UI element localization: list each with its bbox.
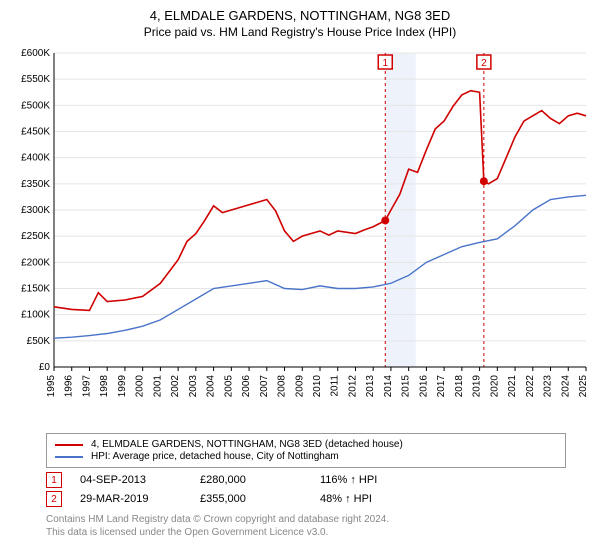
svg-text:2001: 2001 [152,375,163,398]
svg-text:£250K: £250K [21,231,50,242]
chart-title: 4, ELMDALE GARDENS, NOTTINGHAM, NG8 3ED [8,8,592,23]
svg-text:2016: 2016 [418,375,429,398]
svg-text:2011: 2011 [330,375,341,397]
legend-label: HPI: Average price, detached house, City… [91,451,339,462]
svg-text:1995: 1995 [46,375,57,398]
legend-swatch-hpi [55,456,83,458]
marker-pct: 116% ↑ HPI [320,474,440,486]
marker-date: 04-SEP-2013 [80,474,200,486]
marker-date: 29-MAR-2019 [80,493,200,505]
svg-text:£450K: £450K [21,127,50,138]
svg-text:2010: 2010 [312,375,323,398]
svg-text:2014: 2014 [383,375,394,398]
svg-text:£0: £0 [39,362,51,373]
svg-text:£50K: £50K [27,336,51,347]
svg-text:£350K: £350K [21,179,50,190]
svg-text:2023: 2023 [543,375,554,398]
legend-swatch-property [55,444,83,446]
marker-row: 2 29-MAR-2019 £355,000 48% ↑ HPI [46,491,566,507]
chart-area: £0 £50K £100K £150K £200K £250K £300K £350K £400… [8,47,592,427]
svg-text:£500K: £500K [21,100,50,111]
svg-text:£200K: £200K [21,257,50,268]
svg-text:2005: 2005 [223,375,234,398]
svg-text:2018: 2018 [454,375,465,398]
svg-text:£150K: £150K [21,284,50,295]
footer-line: Contains HM Land Registry data © Crown c… [46,513,592,526]
footer-line: This data is licensed under the Open Gov… [46,526,592,539]
chart-subtitle: Price paid vs. HM Land Registry's House … [8,25,592,39]
svg-text:2019: 2019 [472,375,483,398]
svg-text:£300K: £300K [21,205,50,216]
svg-text:2022: 2022 [525,375,536,398]
svg-text:2006: 2006 [241,375,252,398]
svg-text:2017: 2017 [436,375,447,398]
svg-text:1996: 1996 [64,375,75,398]
svg-text:1999: 1999 [117,375,128,398]
svg-text:£600K: £600K [21,48,50,59]
legend-item-hpi: HPI: Average price, detached house, City… [55,451,557,462]
svg-text:2000: 2000 [135,375,146,398]
marker-row: 1 04-SEP-2013 £280,000 116% ↑ HPI [46,472,566,488]
svg-text:2004: 2004 [206,375,217,398]
marker-pct: 48% ↑ HPI [320,493,440,505]
marker-price: £355,000 [200,493,320,505]
marker-badge-icon: 2 [46,491,62,507]
svg-text:2: 2 [481,58,487,69]
legend-label: 4, ELMDALE GARDENS, NOTTINGHAM, NG8 3ED … [91,439,403,450]
svg-text:2009: 2009 [294,375,305,398]
footer-note: Contains HM Land Registry data © Crown c… [46,513,592,539]
svg-text:2003: 2003 [188,375,199,398]
svg-text:1: 1 [382,58,388,69]
svg-text:1997: 1997 [81,375,92,398]
svg-text:2021: 2021 [507,375,518,398]
svg-text:2020: 2020 [489,375,500,398]
marker-badge-icon: 1 [46,472,62,488]
svg-text:2024: 2024 [560,375,571,398]
marker-table: 1 04-SEP-2013 £280,000 116% ↑ HPI 2 29-M… [46,472,566,507]
svg-text:2025: 2025 [578,375,589,398]
legend: 4, ELMDALE GARDENS, NOTTINGHAM, NG8 3ED … [46,433,566,468]
svg-text:2012: 2012 [347,375,358,398]
line-chart: £0 £50K £100K £150K £200K £250K £300K £350K £400… [8,47,592,427]
marker-price: £280,000 [200,474,320,486]
svg-text:2007: 2007 [259,375,270,398]
svg-text:2015: 2015 [401,375,412,398]
svg-text:£400K: £400K [21,153,50,164]
svg-text:2002: 2002 [170,375,181,398]
svg-text:2013: 2013 [365,375,376,398]
svg-text:2008: 2008 [277,375,288,398]
svg-text:£100K: £100K [21,310,50,321]
legend-item-property: 4, ELMDALE GARDENS, NOTTINGHAM, NG8 3ED … [55,439,557,450]
svg-text:1998: 1998 [99,375,110,398]
svg-text:£550K: £550K [21,74,50,85]
